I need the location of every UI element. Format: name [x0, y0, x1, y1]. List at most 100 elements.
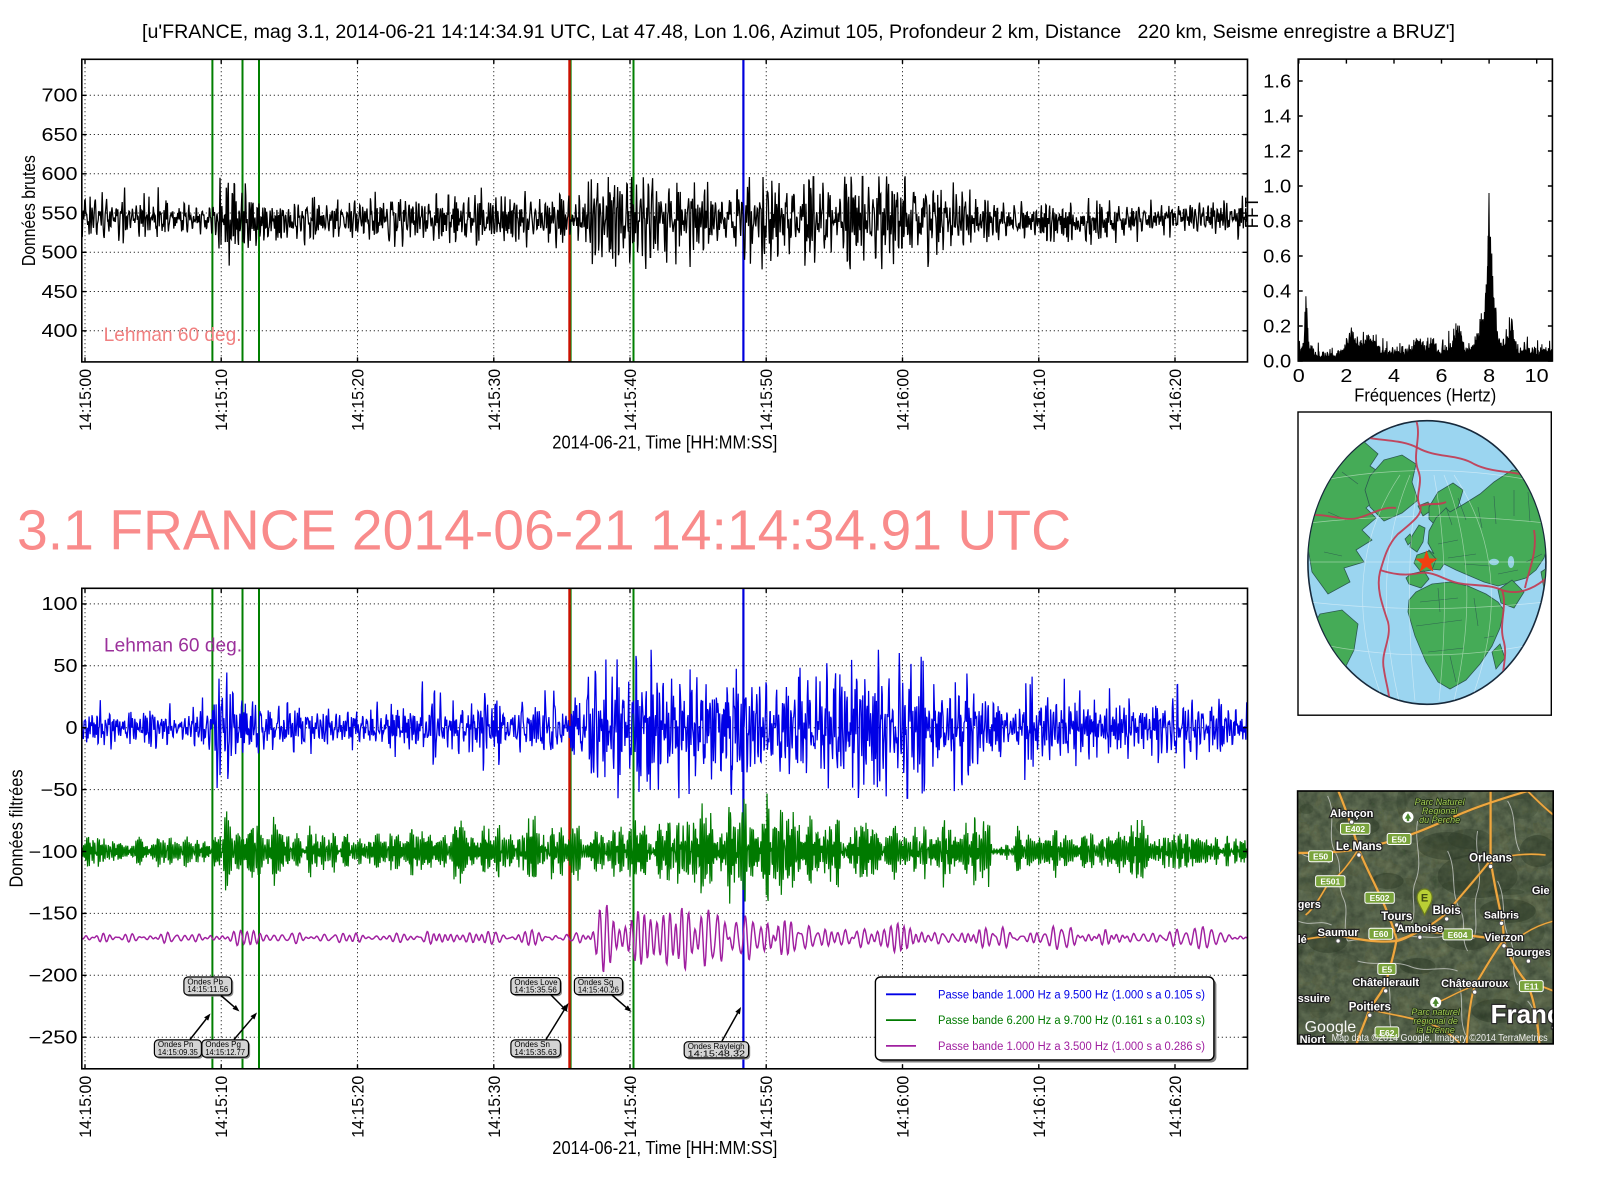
svg-text:Le Mans: Le Mans [1336, 841, 1382, 853]
svg-text:Ondes Pg: Ondes Pg [205, 1040, 241, 1049]
svg-text:la Brenne: la Brenne [1416, 1025, 1455, 1035]
svg-text:600: 600 [42, 164, 78, 184]
svg-text:14:16:20: 14:16:20 [1166, 1076, 1185, 1138]
svg-text:E502: E502 [1370, 893, 1390, 903]
svg-text:Parc Naturel: Parc Naturel [1415, 797, 1466, 807]
svg-text:1.2: 1.2 [1263, 141, 1291, 161]
svg-text:8: 8 [1483, 366, 1495, 386]
svg-text:14:15:35.56: 14:15:35.56 [514, 986, 557, 995]
svg-text:Châtellerault: Châtellerault [1352, 977, 1419, 989]
svg-text:0.4: 0.4 [1263, 281, 1291, 301]
svg-text:14:15:20: 14:15:20 [349, 1076, 368, 1138]
svg-text:14:16:10: 14:16:10 [1030, 369, 1049, 431]
svg-text:14:15:00: 14:15:00 [76, 369, 95, 431]
svg-text:500: 500 [42, 243, 78, 263]
svg-text:14:15:09.35: 14:15:09.35 [158, 1048, 199, 1057]
svg-text:Map data ©2014 Google, Imagery: Map data ©2014 Google, Imagery ©2014 Ter… [1332, 1033, 1548, 1044]
svg-text:Bourges: Bourges [1506, 947, 1551, 959]
svg-text:14:15:11.56: 14:15:11.56 [187, 985, 228, 994]
svg-text:Gie: Gie [1532, 885, 1550, 897]
svg-text:Franç: Franç [1491, 999, 1562, 1029]
svg-text:4: 4 [1388, 366, 1400, 386]
svg-text:Vierzon: Vierzon [1484, 932, 1524, 944]
svg-text:14:15:30: 14:15:30 [485, 1076, 504, 1138]
svg-text:Ondes Pn: Ondes Pn [158, 1040, 194, 1049]
svg-text:Blois: Blois [1433, 905, 1461, 917]
svg-text:Niort: Niort [1300, 1034, 1326, 1046]
svg-text:14:16:10: 14:16:10 [1030, 1076, 1049, 1138]
svg-text:−100: −100 [29, 842, 78, 862]
svg-text:14:15:12.77: 14:15:12.77 [205, 1048, 245, 1057]
svg-text:14:16:20: 14:16:20 [1166, 369, 1185, 431]
svg-text:2014-06-21, Time [HH:MM:SS]: 2014-06-21, Time [HH:MM:SS] [552, 433, 777, 453]
svg-text:E60: E60 [1373, 929, 1388, 939]
svg-text:Ondes Love: Ondes Love [514, 978, 558, 987]
svg-text:Châteauroux: Châteauroux [1441, 978, 1509, 990]
svg-text:Amboise: Amboise [1397, 923, 1443, 935]
svg-text:FFT: FFT [1242, 197, 1262, 228]
svg-text:régional de: régional de [1413, 1016, 1458, 1026]
svg-text:E50: E50 [1392, 834, 1407, 844]
svg-text:100: 100 [42, 594, 78, 614]
svg-text:E402: E402 [1345, 824, 1365, 834]
svg-text:Regional: Regional [1422, 806, 1459, 816]
svg-text:0: 0 [66, 718, 78, 738]
svg-text:6: 6 [1436, 366, 1448, 386]
svg-text:Poitiers: Poitiers [1349, 1001, 1391, 1013]
svg-text:700: 700 [42, 86, 78, 106]
svg-text:1.0: 1.0 [1263, 176, 1291, 196]
svg-text:14:15:10: 14:15:10 [212, 1076, 231, 1138]
svg-text:14:15:30: 14:15:30 [485, 369, 504, 431]
svg-text:Lehman 60 deg.: Lehman 60 deg. [104, 324, 242, 346]
svg-text:Lehman 60 deg.: Lehman 60 deg. [104, 635, 242, 657]
svg-text:2014-06-21, Time [HH:MM:SS]: 2014-06-21, Time [HH:MM:SS] [552, 1138, 777, 1158]
svg-text:lé: lé [1298, 934, 1307, 946]
svg-text:Saumur: Saumur [1318, 927, 1360, 939]
svg-text:gers: gers [1298, 899, 1321, 911]
svg-text:Orleans: Orleans [1469, 853, 1512, 865]
svg-text:E62: E62 [1379, 1028, 1394, 1038]
svg-text:Ondes Pb: Ondes Pb [187, 977, 223, 986]
svg-text:0.6: 0.6 [1263, 246, 1291, 266]
svg-text:14:15:35.63: 14:15:35.63 [514, 1048, 557, 1057]
svg-text:400: 400 [42, 321, 78, 341]
svg-text:14:15:50: 14:15:50 [757, 369, 776, 431]
svg-text:14:15:10: 14:15:10 [212, 369, 231, 431]
svg-text:14:16:00: 14:16:00 [894, 369, 913, 431]
svg-text:0.8: 0.8 [1263, 211, 1291, 231]
svg-text:Ondes Sn: Ondes Sn [514, 1040, 550, 1049]
svg-text:−150: −150 [29, 904, 78, 924]
svg-text:14:15:00: 14:15:00 [76, 1076, 95, 1138]
svg-text:14:15:40: 14:15:40 [621, 1076, 640, 1138]
svg-text:Alençon: Alençon [1330, 808, 1374, 820]
svg-text:Fréquences (Hertz): Fréquences (Hertz) [1354, 386, 1496, 406]
svg-text:E501: E501 [1320, 877, 1340, 887]
svg-text:E11: E11 [1524, 982, 1539, 992]
svg-text:450: 450 [42, 282, 78, 302]
svg-text:Tours: Tours [1381, 911, 1412, 923]
svg-text:50: 50 [54, 656, 78, 676]
svg-text:Données filtrées: Données filtrées [7, 770, 27, 888]
svg-text:2: 2 [1340, 366, 1352, 386]
svg-text:du Perche: du Perche [1419, 815, 1460, 825]
svg-text:E604: E604 [1448, 930, 1468, 940]
svg-text:14:16:00: 14:16:00 [894, 1076, 913, 1138]
svg-text:−200: −200 [29, 966, 78, 986]
svg-text:14:15:40: 14:15:40 [621, 369, 640, 431]
svg-text:0: 0 [1293, 366, 1305, 386]
svg-text:1.4: 1.4 [1263, 106, 1291, 126]
svg-text:−50: −50 [41, 780, 78, 800]
svg-text:0.0: 0.0 [1263, 351, 1291, 371]
svg-text:Ondes Sg: Ondes Sg [578, 978, 614, 987]
svg-text:Ondes Rayleigh: Ondes Rayleigh [688, 1042, 745, 1051]
svg-text:14:15:48.32: 14:15:48.32 [688, 1050, 746, 1059]
svg-text:E5: E5 [1382, 964, 1393, 974]
svg-text:[u'FRANCE, mag 3.1, 2014-06-21: [u'FRANCE, mag 3.1, 2014-06-21 14:14:34.… [142, 22, 1455, 43]
svg-text:0.2: 0.2 [1263, 316, 1291, 336]
svg-text:E50: E50 [1313, 852, 1328, 862]
svg-text:10: 10 [1525, 366, 1549, 386]
svg-text:−250: −250 [29, 1028, 78, 1048]
svg-text:14:15:50: 14:15:50 [757, 1076, 776, 1138]
svg-text:Passe bande 6.200 Hz a 9.700 H: Passe bande 6.200 Hz a 9.700 Hz (0.161 s… [938, 1015, 1205, 1027]
svg-text:650: 650 [42, 125, 78, 145]
